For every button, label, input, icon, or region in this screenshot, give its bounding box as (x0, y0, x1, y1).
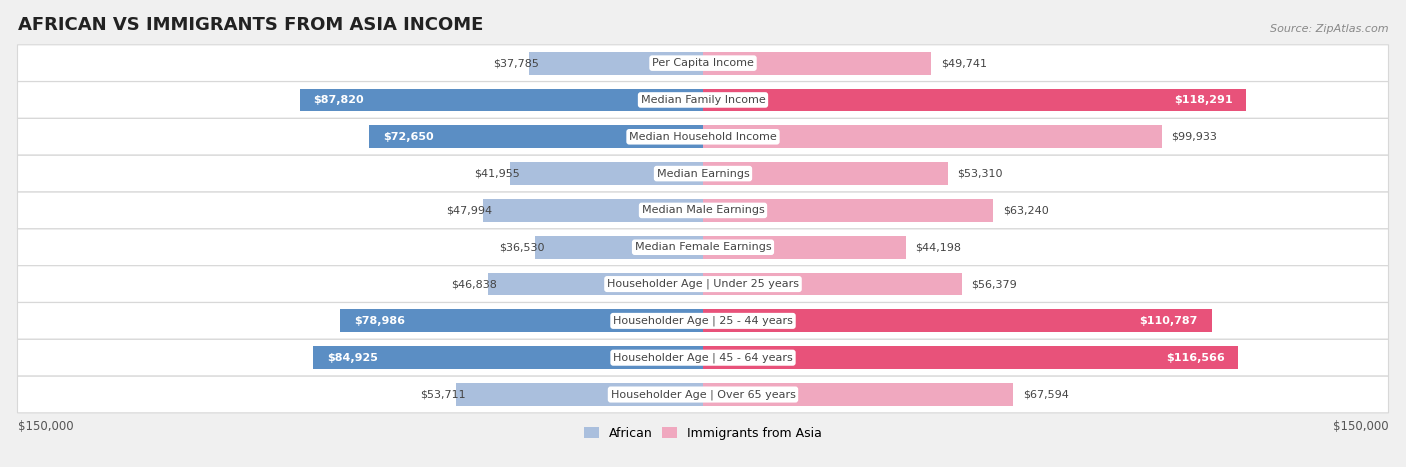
Text: $53,711: $53,711 (420, 389, 465, 400)
Bar (703, 273, 962, 296)
Text: $99,933: $99,933 (1171, 132, 1218, 142)
Text: $72,650: $72,650 (382, 132, 433, 142)
Text: $41,955: $41,955 (474, 169, 519, 178)
Bar (703, 199, 994, 222)
Text: $37,785: $37,785 (492, 58, 538, 68)
Bar (457, 383, 703, 406)
Text: $67,594: $67,594 (1022, 389, 1069, 400)
Bar (703, 383, 1014, 406)
FancyBboxPatch shape (17, 303, 1389, 339)
Text: Householder Age | Over 65 years: Householder Age | Over 65 years (610, 389, 796, 400)
FancyBboxPatch shape (17, 82, 1389, 118)
FancyBboxPatch shape (17, 340, 1389, 376)
FancyBboxPatch shape (17, 266, 1389, 303)
Bar (703, 89, 1246, 111)
FancyBboxPatch shape (17, 229, 1389, 266)
Text: $53,310: $53,310 (957, 169, 1002, 178)
Bar (536, 236, 703, 259)
Bar (370, 125, 703, 148)
Bar (510, 162, 703, 185)
Bar (703, 236, 905, 259)
FancyBboxPatch shape (17, 119, 1389, 155)
Text: Median Male Earnings: Median Male Earnings (641, 205, 765, 215)
Bar (703, 125, 1161, 148)
Bar (340, 310, 703, 333)
Text: $110,787: $110,787 (1140, 316, 1198, 326)
FancyBboxPatch shape (17, 192, 1389, 229)
Text: Median Earnings: Median Earnings (657, 169, 749, 178)
Bar (299, 89, 703, 111)
Bar (703, 52, 931, 75)
Bar (530, 52, 703, 75)
Bar (703, 310, 1212, 333)
Text: $150,000: $150,000 (1333, 420, 1389, 433)
FancyBboxPatch shape (17, 376, 1389, 413)
Text: $47,994: $47,994 (446, 205, 492, 215)
Bar (314, 347, 703, 369)
Bar (703, 162, 948, 185)
Text: $84,925: $84,925 (326, 353, 378, 363)
Text: $150,000: $150,000 (17, 420, 73, 433)
Bar (482, 199, 703, 222)
Text: $44,198: $44,198 (915, 242, 962, 252)
Bar (488, 273, 703, 296)
Text: Median Female Earnings: Median Female Earnings (634, 242, 772, 252)
FancyBboxPatch shape (17, 155, 1389, 192)
FancyBboxPatch shape (17, 45, 1389, 81)
Bar (703, 347, 1239, 369)
Text: $87,820: $87,820 (314, 95, 364, 105)
Legend: African, Immigrants from Asia: African, Immigrants from Asia (579, 422, 827, 445)
Text: Median Family Income: Median Family Income (641, 95, 765, 105)
Text: Per Capita Income: Per Capita Income (652, 58, 754, 68)
Text: $49,741: $49,741 (941, 58, 987, 68)
Text: $78,986: $78,986 (354, 316, 405, 326)
Text: $116,566: $116,566 (1166, 353, 1225, 363)
Text: Householder Age | 25 - 44 years: Householder Age | 25 - 44 years (613, 316, 793, 326)
Text: $36,530: $36,530 (499, 242, 544, 252)
Text: Householder Age | Under 25 years: Householder Age | Under 25 years (607, 279, 799, 290)
Text: $118,291: $118,291 (1174, 95, 1233, 105)
Text: Median Household Income: Median Household Income (628, 132, 778, 142)
Text: Source: ZipAtlas.com: Source: ZipAtlas.com (1270, 24, 1389, 35)
Text: $63,240: $63,240 (1002, 205, 1049, 215)
Text: AFRICAN VS IMMIGRANTS FROM ASIA INCOME: AFRICAN VS IMMIGRANTS FROM ASIA INCOME (17, 16, 482, 35)
Text: Householder Age | 45 - 64 years: Householder Age | 45 - 64 years (613, 353, 793, 363)
Text: $46,838: $46,838 (451, 279, 498, 289)
Text: $56,379: $56,379 (972, 279, 1017, 289)
